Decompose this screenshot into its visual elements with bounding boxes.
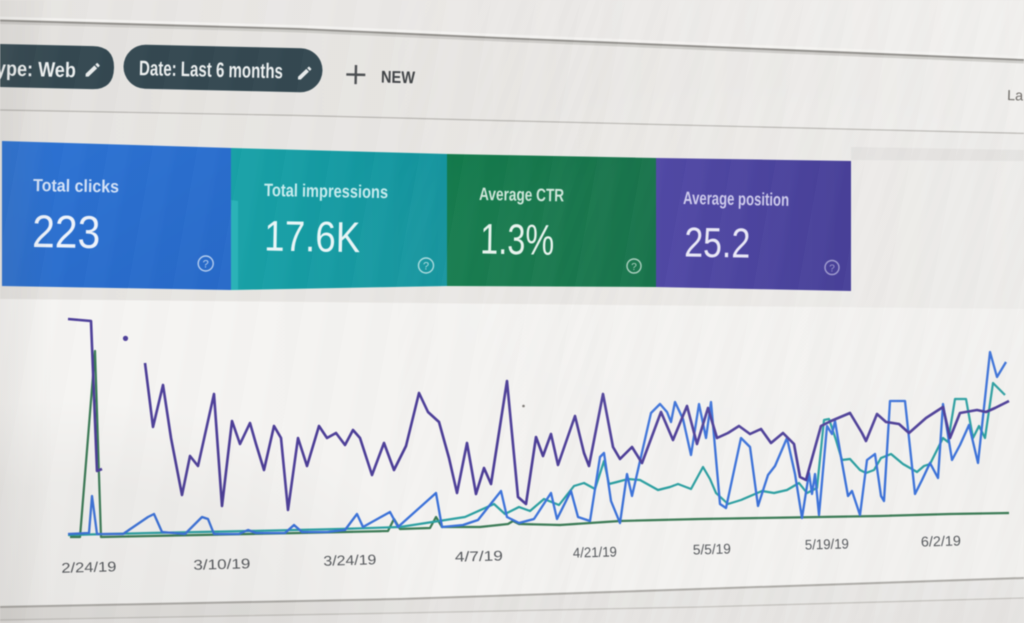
svg-text:5/19/19: 5/19/19 <box>805 535 850 552</box>
svg-text:?: ? <box>631 262 637 273</box>
svg-text:La: La <box>1007 88 1024 104</box>
svg-text:Average CTR: Average CTR <box>479 184 564 205</box>
svg-text:?: ? <box>423 261 429 273</box>
svg-text:Average position: Average position <box>683 188 789 210</box>
svg-text:3/10/19: 3/10/19 <box>193 555 251 573</box>
svg-text:?: ? <box>829 263 835 274</box>
svg-text:1.3%: 1.3% <box>480 216 555 265</box>
svg-text:6/2/19: 6/2/19 <box>921 532 962 549</box>
svg-text:?: ? <box>203 259 209 271</box>
svg-text:Total impressions: Total impressions <box>264 180 388 202</box>
svg-text:3/24/19: 3/24/19 <box>323 551 377 568</box>
svg-text:17.6K: 17.6K <box>264 213 361 263</box>
svg-text:2/24/19: 2/24/19 <box>61 558 117 576</box>
svg-text:NEW: NEW <box>381 68 416 88</box>
svg-text:Date: Last 6 months: Date: Last 6 months <box>139 57 283 83</box>
svg-text:4/7/19: 4/7/19 <box>455 547 504 564</box>
svg-text:5/5/19: 5/5/19 <box>693 540 732 557</box>
svg-text:4/21/19: 4/21/19 <box>573 543 618 560</box>
svg-text:25.2: 25.2 <box>684 219 751 267</box>
